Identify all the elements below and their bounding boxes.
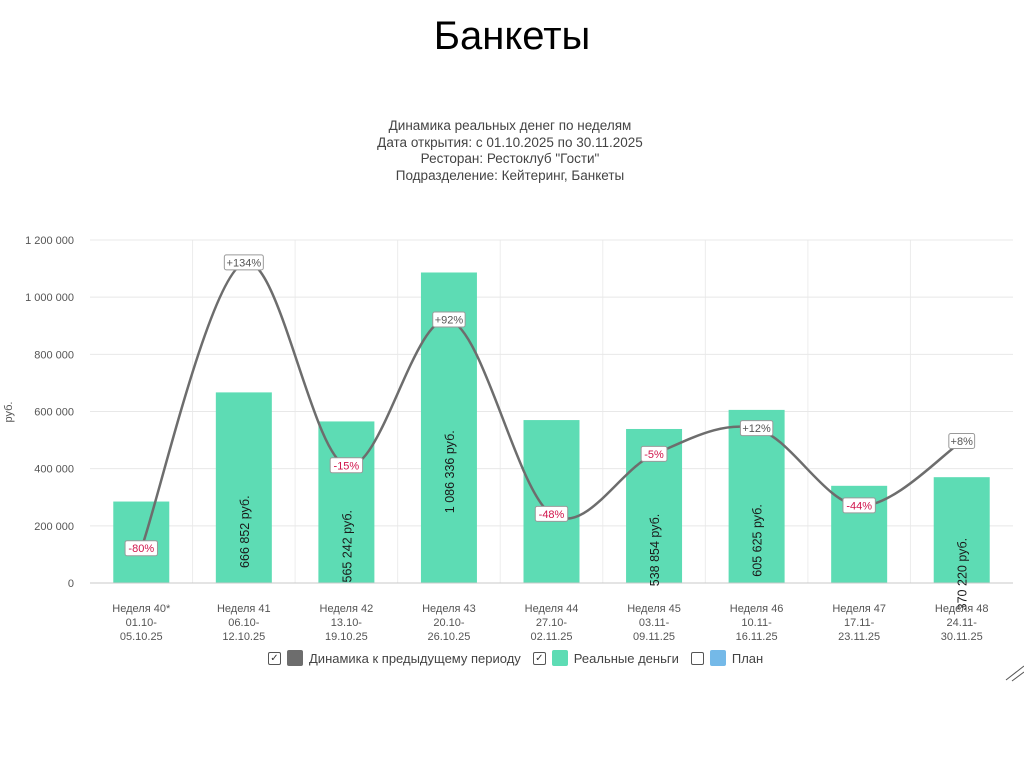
dynamics-percent-label: -48% bbox=[539, 509, 565, 521]
x-tick-label: 16.11.25 bbox=[736, 631, 778, 643]
x-tick-label: 30.11.25 bbox=[941, 631, 983, 643]
legend-swatch-dynamics bbox=[287, 650, 303, 666]
dynamics-percent-label: -44% bbox=[846, 500, 872, 512]
dynamics-label-box bbox=[534, 505, 569, 522]
bar-data-label: 666 852 руб. bbox=[238, 495, 252, 568]
x-tick-label: 13.10- bbox=[331, 617, 363, 629]
x-tick-label: Неделя 43 bbox=[422, 603, 476, 615]
dynamics-label-box bbox=[948, 433, 976, 450]
y-tick-label: 0 bbox=[68, 578, 74, 590]
legend-checkbox-plan[interactable] bbox=[690, 651, 704, 665]
dynamics-percent-label: -15% bbox=[334, 460, 360, 472]
bar bbox=[523, 420, 580, 583]
chart-department: Подразделение: Кейтеринг, Банкеты bbox=[395, 167, 625, 183]
dynamics-label-box bbox=[329, 457, 364, 474]
legend-swatch-real-money bbox=[551, 650, 568, 666]
y-tick-label: 600 000 bbox=[34, 407, 74, 419]
x-tick-label: 24.11- bbox=[947, 617, 978, 629]
bar bbox=[318, 421, 375, 583]
dynamics-percent-label: -80% bbox=[128, 543, 154, 555]
legend-swatch-plan bbox=[709, 650, 726, 666]
y-tick-label: 800 000 bbox=[34, 349, 74, 361]
x-tick-label: Неделя 46 bbox=[730, 603, 784, 615]
x-tick-label: 10.11- bbox=[741, 617, 772, 629]
y-tick-label: 1 200 000 bbox=[25, 235, 74, 247]
y-tick-label: 200 000 bbox=[34, 521, 74, 533]
legend-item-plan[interactable]: План bbox=[690, 650, 764, 666]
dynamics-percent-label: +134% bbox=[227, 257, 262, 269]
x-tick-label: 02.11.25 bbox=[530, 631, 572, 643]
x-tick-label: 09.11.25 bbox=[633, 631, 675, 643]
legend-item-dynamics[interactable]: ✓ Динамика к предыдущему периоду bbox=[268, 650, 521, 666]
y-axis-label: руб. bbox=[3, 402, 15, 423]
dynamics-label-box bbox=[739, 420, 774, 437]
dynamics-percent-label: +92% bbox=[435, 315, 464, 327]
x-tick-label: 17.11- bbox=[844, 617, 875, 629]
x-tick-label: 01.10- bbox=[126, 617, 158, 629]
legend-checkbox-real-money[interactable]: ✓ bbox=[532, 651, 546, 665]
x-tick-label: 03.11- bbox=[639, 617, 670, 629]
bar-data-label: 538 854 руб. bbox=[648, 514, 662, 587]
legend-checkbox-dynamics[interactable]: ✓ bbox=[268, 651, 281, 665]
dynamics-label-box bbox=[640, 445, 668, 462]
dynamics-label-box bbox=[223, 254, 264, 271]
bar-data-label: 370 220 руб. bbox=[956, 538, 970, 611]
chart-heading: Динамика реальных денег по неделям Дата … bbox=[200, 118, 820, 184]
x-tick-label: Неделя 47 bbox=[832, 603, 886, 615]
x-tick-label: 19.10.25 bbox=[325, 631, 368, 643]
chart-restaurant: Ресторан: Рестоклуб "Гости" bbox=[420, 151, 600, 166]
legend-label-real-money: Реальные деньги bbox=[573, 650, 679, 666]
x-tick-label: 12.10.25 bbox=[222, 631, 265, 643]
dynamics-label-box bbox=[124, 540, 158, 557]
x-tick-label: 26.10.25 bbox=[428, 631, 471, 643]
legend-label-dynamics: Динамика к предыдущему периоду bbox=[309, 650, 521, 666]
bar bbox=[933, 477, 990, 583]
dynamics-percent-label: -5% bbox=[644, 449, 664, 461]
chart-date-range: Дата открытия: с 01.10.2025 по 30.11.202… bbox=[377, 134, 643, 150]
x-tick-label: Неделя 42 bbox=[320, 603, 374, 615]
x-tick-label: 20.10- bbox=[433, 617, 465, 629]
x-tick-label: Неделя 48 bbox=[935, 603, 989, 615]
x-tick-label: Неделя 41 bbox=[217, 603, 271, 615]
x-tick-label: 06.10- bbox=[228, 617, 260, 629]
bar bbox=[215, 392, 272, 583]
legend-label-plan: План bbox=[731, 650, 764, 666]
y-tick-label: 1 000 000 bbox=[25, 292, 74, 304]
legend-item-real-money[interactable]: ✓ Реальные деньги bbox=[532, 650, 679, 666]
x-tick-label: 23.11.25 bbox=[838, 631, 880, 643]
chart-legend: ✓ Динамика к предыдущему периоду ✓ Реаль… bbox=[268, 648, 775, 668]
chart-title: Динамика реальных денег по неделям bbox=[388, 118, 632, 133]
x-tick-label: Неделя 44 bbox=[525, 603, 579, 615]
dynamics-label-box bbox=[432, 311, 466, 328]
bar-data-label: 605 625 руб. bbox=[751, 504, 765, 577]
slide-corner-decoration bbox=[1005, 665, 1024, 682]
dynamics-percent-label: +8% bbox=[951, 436, 974, 448]
slide-title: Банкеты bbox=[433, 14, 591, 58]
bar-data-label: 565 242 руб. bbox=[340, 510, 354, 583]
dynamics-percent-label: +12% bbox=[742, 423, 771, 435]
bar-data-label: 1 086 336 руб. bbox=[443, 430, 457, 513]
x-tick-label: Неделя 45 bbox=[627, 603, 681, 615]
dynamics-label-box bbox=[842, 497, 876, 514]
x-tick-label: 27.10- bbox=[536, 617, 568, 629]
x-tick-label: Неделя 40* bbox=[112, 603, 171, 615]
y-tick-label: 400 000 bbox=[34, 464, 74, 476]
x-tick-label: 05.10.25 bbox=[120, 631, 163, 643]
